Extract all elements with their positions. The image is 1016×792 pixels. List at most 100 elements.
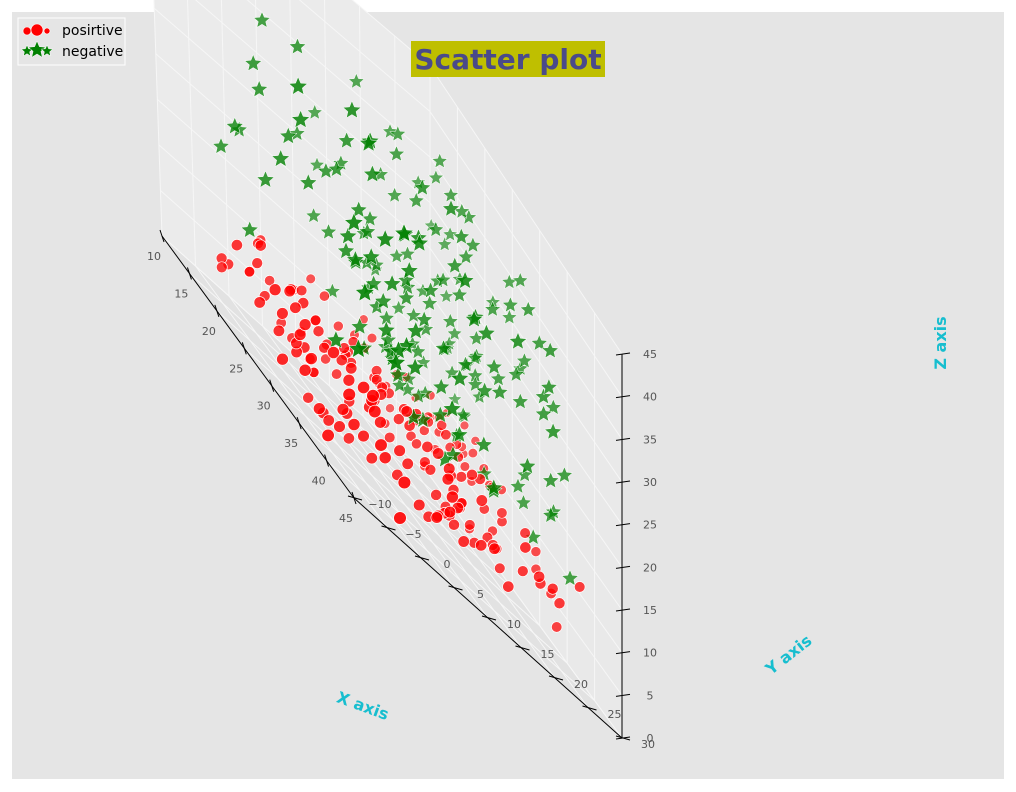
positive-point <box>374 438 388 452</box>
z-tick-mark <box>615 437 631 441</box>
negative-point <box>450 425 469 443</box>
negative-point <box>406 320 426 340</box>
negative-point <box>338 226 358 245</box>
legend-marker-negative <box>20 40 54 58</box>
positive-point <box>365 452 378 465</box>
positive-point <box>546 582 559 595</box>
legend-circle-marker <box>22 26 32 36</box>
x-tick-mark <box>324 454 330 467</box>
positive-point <box>424 463 437 476</box>
z-tick-mark <box>615 565 631 569</box>
y-tick-label: 15 <box>541 648 555 661</box>
positive-point <box>330 368 343 380</box>
positive-point <box>368 404 382 419</box>
positive-point <box>519 541 532 554</box>
negative-point <box>541 471 560 489</box>
legend-label-negative: negative <box>62 44 123 60</box>
z-tick-mark <box>615 480 631 484</box>
positive-point <box>366 389 380 403</box>
negative-point <box>288 124 306 142</box>
x-tick-label: 15 <box>174 287 188 300</box>
negative-point <box>358 133 379 152</box>
positive-point <box>455 471 468 483</box>
positive-point <box>298 363 312 377</box>
positive-point <box>342 373 356 387</box>
grid-line <box>351 0 431 67</box>
negative-point <box>539 377 558 396</box>
x-axis-line <box>161 235 355 499</box>
positive-point <box>467 447 479 459</box>
positive-point <box>309 314 322 327</box>
negative-point <box>509 477 527 494</box>
z-tick-label: 10 <box>643 647 657 660</box>
negative-point <box>446 325 463 341</box>
negative-point <box>347 72 365 89</box>
positive-point <box>421 440 434 453</box>
z-tick-label: 40 <box>643 391 657 404</box>
positive-point <box>475 494 488 507</box>
positive-point <box>519 527 531 539</box>
z-tick-label: 15 <box>643 604 657 617</box>
negative-point <box>555 466 574 484</box>
positive-point <box>430 511 444 524</box>
y-tick-label: 10 <box>507 618 521 631</box>
negative-point <box>543 422 563 440</box>
grid-line <box>246 0 431 158</box>
x-tick-label: 10 <box>147 250 161 263</box>
negative-point <box>441 312 459 329</box>
negative-point <box>271 148 291 168</box>
negative-point <box>421 281 440 299</box>
z-tick-label: 20 <box>643 561 657 574</box>
y-tick-mark <box>548 675 564 681</box>
negative-point <box>389 125 407 142</box>
negative-point <box>434 271 452 288</box>
legend-star-marker <box>40 44 54 57</box>
negative-point <box>387 145 406 162</box>
negative-point <box>490 383 509 401</box>
plot-3d-axes: 1015202530354045−10−50510152025300510152… <box>147 0 950 751</box>
grid-line <box>429 111 623 397</box>
grid-line <box>298 0 431 112</box>
negative-point <box>385 352 407 372</box>
negative-point <box>474 435 494 453</box>
positive-point <box>378 451 392 465</box>
negative-point <box>375 229 396 248</box>
negative-point <box>427 220 445 238</box>
negative-point <box>507 365 525 382</box>
positive-point <box>345 362 358 375</box>
negative-point <box>452 227 471 245</box>
positive-point <box>430 488 443 501</box>
negative-point <box>508 331 528 350</box>
chart-title-background <box>411 41 605 77</box>
negative-point <box>484 478 504 497</box>
grid-line <box>429 65 623 355</box>
negative-point <box>434 339 453 357</box>
negative-point <box>455 270 475 290</box>
tick-labels: 1015202530354045−10−50510152025300510152… <box>147 250 657 751</box>
positive-point <box>445 490 459 504</box>
z-tick-mark <box>615 352 631 356</box>
positive-point <box>401 457 414 470</box>
legend-label-positive: posirtive <box>62 23 123 39</box>
positive-point <box>385 403 395 414</box>
positive-point <box>466 468 478 481</box>
negative-point <box>373 291 393 310</box>
positive-point <box>347 418 361 431</box>
grid-line <box>255 0 263 327</box>
positive-point <box>357 429 370 443</box>
positive-point <box>302 391 315 404</box>
negative-point <box>361 247 381 266</box>
negative-point <box>244 53 263 72</box>
y-tick-label: 20 <box>574 678 588 691</box>
negative-point <box>362 164 382 183</box>
x-tick-mark <box>296 416 302 430</box>
negative-point <box>350 316 370 335</box>
negative-point <box>441 199 461 217</box>
z-tick-mark <box>615 693 631 697</box>
positive-point <box>254 239 267 252</box>
negative-point <box>306 103 324 120</box>
positive-point <box>573 581 586 593</box>
y-tick-mark <box>347 495 363 501</box>
x-tick-mark <box>269 379 275 392</box>
grid-line <box>228 295 422 559</box>
